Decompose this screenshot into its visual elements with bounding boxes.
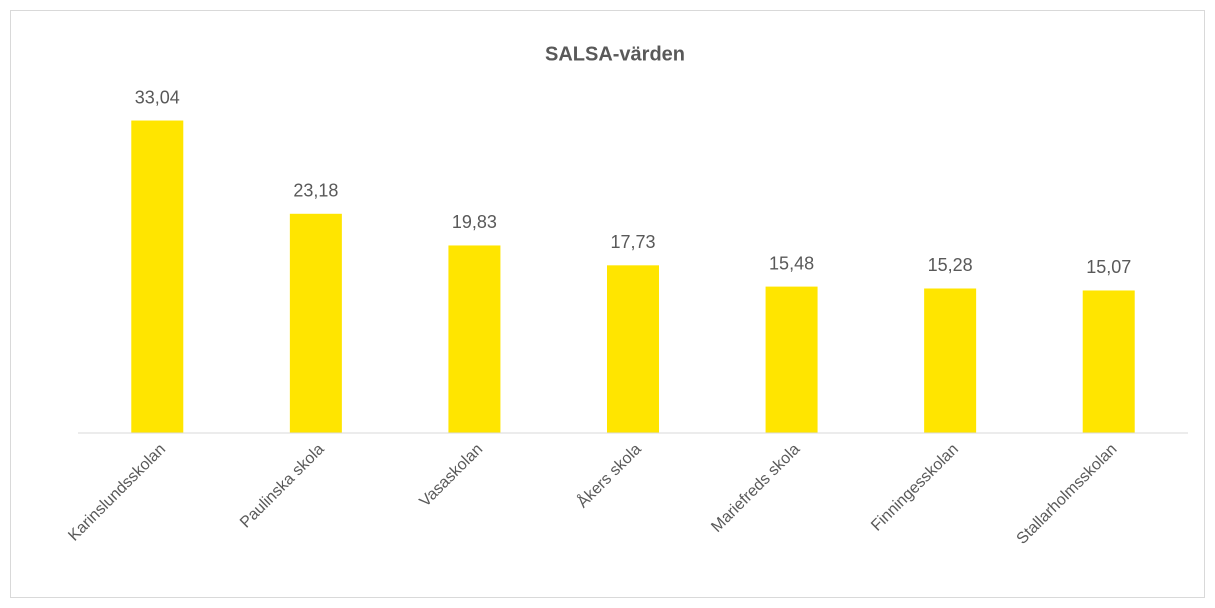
- data-label: 15,48: [769, 253, 814, 273]
- bar: [765, 286, 818, 433]
- bar: [131, 120, 184, 433]
- bar: [607, 265, 659, 433]
- data-label: 17,73: [610, 232, 655, 252]
- bar: [1082, 290, 1135, 433]
- data-label: 15,07: [1086, 257, 1131, 277]
- bar: [924, 288, 977, 433]
- data-label: 33,04: [135, 87, 180, 107]
- bar: [448, 245, 501, 433]
- chart-title: SALSA-värden: [545, 43, 685, 65]
- data-label: 15,28: [928, 255, 973, 275]
- data-label: 19,83: [452, 212, 497, 232]
- bar: [289, 213, 342, 433]
- data-label: 23,18: [293, 181, 338, 201]
